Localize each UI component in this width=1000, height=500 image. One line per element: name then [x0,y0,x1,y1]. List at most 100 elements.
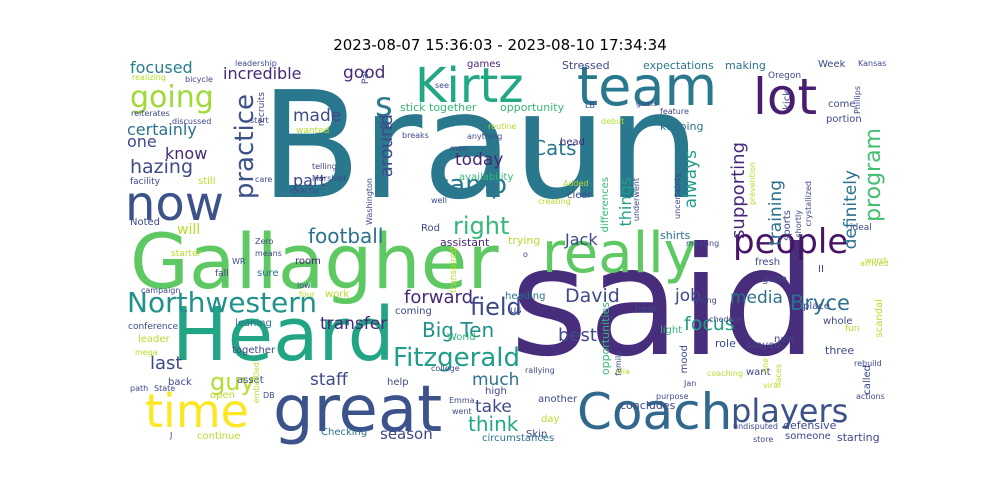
word-circumstances: circumstances [482,433,555,444]
word-lot: lot [753,68,818,126]
word-db: DB [263,391,275,400]
word-coach: Coach [577,383,733,441]
word-rod: Rod [421,223,440,234]
word-zero: Zero [255,237,274,246]
word-mood: mood [679,345,690,374]
word-coaching: coaching [707,369,744,378]
word-part: part [293,171,326,190]
word-leader: leader [138,334,170,345]
word-world: World [447,332,476,343]
word-heard: Heard [172,292,395,378]
word-scandal: scandal [874,299,885,338]
word-bryce: Bryce [790,291,850,315]
word-alia: Alia [615,367,630,376]
word-day: day [541,414,560,425]
word-state: State [154,384,176,393]
word-realizing: realizing [132,73,166,82]
word-northwestern: Northwestern [127,286,317,319]
word-feature: feature [660,107,689,116]
word-guy: guy [210,368,255,396]
word-take: take [475,397,512,417]
word-right: right [453,212,510,240]
word-focus: focus [684,313,735,335]
word-big: Big [380,121,393,130]
word-concludes: concludes [620,399,676,412]
word-purpose: purpose [656,392,689,401]
word-s: s [375,85,393,125]
word-going: going [130,80,214,115]
word-reiterates: reiterates [131,109,170,118]
word-shirts: shirts [660,229,691,242]
word-cats: Cats [532,136,577,160]
word-availability: availability [459,172,514,183]
word-leadership: leadership [235,60,277,68]
word-care: care [255,175,273,184]
word-together: together [232,345,276,356]
word-open: open [210,390,235,401]
word-clear: clear [567,190,592,201]
word-opportunity: opportunity [500,101,565,114]
word-rebuild: rebuild [854,359,882,368]
word-great: great [273,373,443,447]
word-conference: conference [128,322,179,332]
word-light: light [660,325,683,336]
word-undisputed: undisputed [733,422,778,431]
word-head: head [560,137,585,148]
word-hazing: hazing [130,156,194,178]
word-staff: staff [310,370,348,390]
word-facility: facility [130,177,160,187]
word-skip: Skip [526,429,548,440]
word-david: David [565,285,620,307]
word-media: media [730,288,783,308]
word-another: another [538,394,578,405]
word-actions: actions [856,392,885,401]
word-path: path [130,384,149,393]
word-debut: debut [601,117,625,126]
word-stayed: stayed [747,340,781,351]
word-portion: portion [826,114,862,125]
word-making: making [725,60,766,72]
word-wanted: wanted [296,126,330,136]
word-wr: WR [232,257,246,266]
word-means: means [255,249,282,258]
word-incredible: incredible [223,64,302,83]
word-assistant: assistant [440,236,490,249]
word-camp: camp [435,170,508,200]
word-best: best [558,325,597,346]
word-recruits: recruits [257,92,267,127]
word-goals: goals [636,99,658,108]
word-certainly: certainly [127,120,197,139]
word-gone: gone [762,274,787,285]
word-place: place [803,301,830,312]
word-one: one [127,132,157,151]
word-discussed: discussed [172,117,212,126]
word-prevention: prevention [748,162,757,206]
word-continue: continue [197,431,241,442]
word-players: players [731,392,849,430]
word-bicycle: bicycle [185,75,213,84]
word-week: Week [818,60,846,70]
word-washington: Washington [365,178,374,226]
word-start: start [250,116,269,125]
word-three: three [825,344,855,357]
word-losing: losing [693,296,717,305]
word-see: see [435,81,450,90]
word-braun: Braun [260,60,701,232]
word-worst: worst [865,256,888,265]
word-heading: heading [505,291,546,302]
word-arrived: arrived [860,259,889,268]
word-campaign: campaign [141,286,181,295]
word-want: want [746,367,771,378]
word-think: think [468,412,519,436]
word-called: called [862,365,873,395]
word-pat: Pat [361,70,371,85]
word-expectations: expectations [643,60,714,72]
word-much: much [472,370,520,390]
word-men: men [450,144,468,153]
word-anything: anything [467,132,503,141]
word-noted: Noted [130,217,161,228]
word-said: said [510,216,817,390]
word-fun: fun [845,324,860,334]
word-low: low [297,281,311,290]
word-well: well [431,196,447,205]
